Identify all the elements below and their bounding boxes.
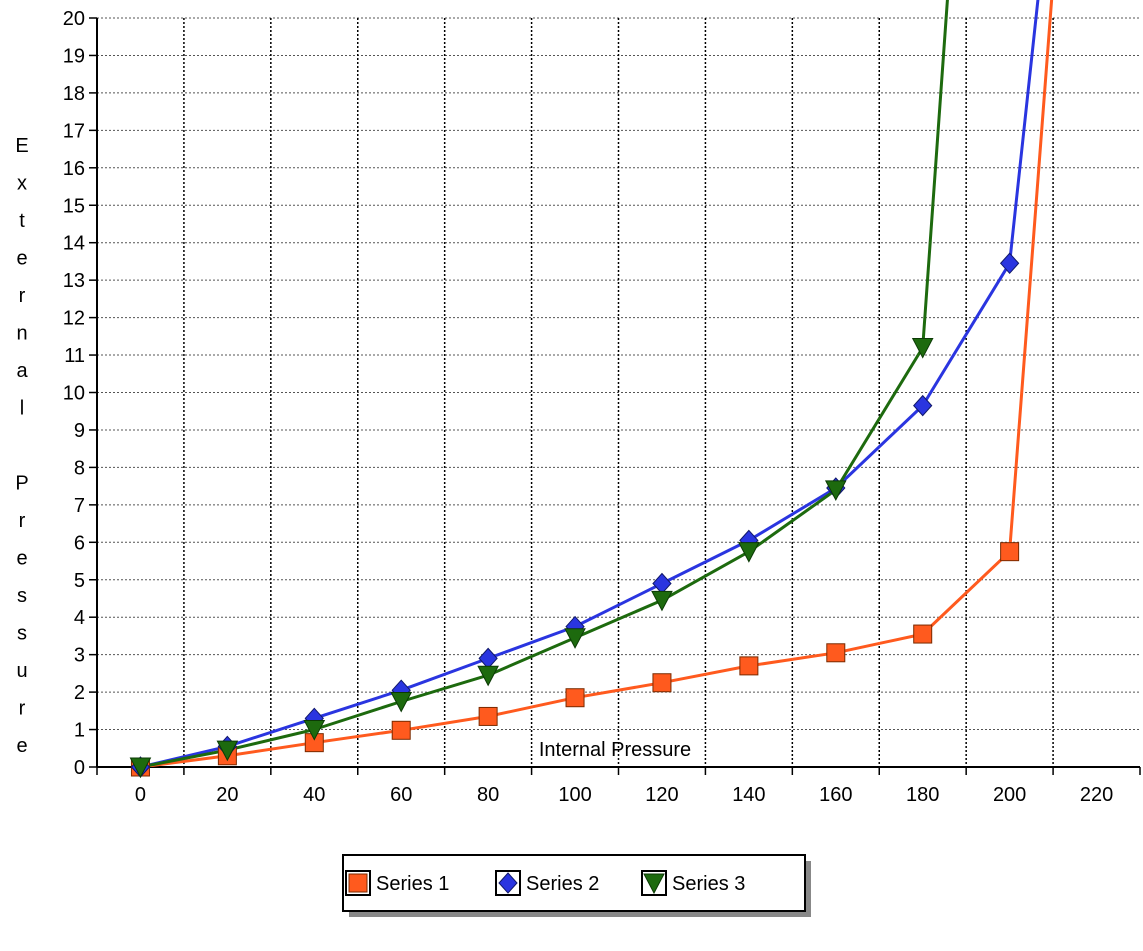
- series-3-legend-label: Series 3: [672, 873, 745, 895]
- y-tick-label: 18: [63, 83, 85, 105]
- series-2-point: [652, 572, 672, 595]
- series-3-point: [824, 480, 847, 501]
- x-tick-label: 140: [732, 784, 765, 806]
- series-markers: [129, 252, 1020, 779]
- series-1-point: [652, 673, 672, 693]
- grid: [97, 17, 1140, 767]
- series-3-point: [651, 590, 673, 612]
- y-tick-label: 20: [63, 8, 85, 30]
- series-2-point: [999, 252, 1020, 275]
- series-1-point: [1000, 542, 1020, 562]
- x-tick-label: 220: [1080, 784, 1113, 806]
- x-tick-label: 200: [993, 784, 1026, 806]
- series-2-legend-label: Series 2: [526, 873, 599, 895]
- x-tick-label: 60: [390, 784, 412, 806]
- series-1-point: [826, 643, 846, 663]
- series-1-line: [140, 0, 1054, 767]
- y-tick-label: 7: [74, 495, 85, 517]
- x-tick-label: 40: [303, 784, 325, 806]
- legend-box: [342, 854, 806, 912]
- y-tick-label: 0: [74, 757, 85, 779]
- series-2-line: [140, 0, 1040, 767]
- series-1-legend-marker: [348, 873, 368, 893]
- y-tick-label: 1: [74, 720, 85, 742]
- y-tick-label: 2: [74, 682, 85, 704]
- series-3-point: [129, 757, 152, 779]
- series-1-point: [478, 706, 498, 726]
- x-axis-title: Internal Pressure: [539, 739, 691, 761]
- series-3-point: [738, 542, 760, 563]
- x-tick-label: 160: [819, 784, 852, 806]
- y-tick-label: 13: [63, 270, 85, 292]
- y-tick-label: 8: [74, 457, 85, 479]
- series-3-point: [303, 720, 326, 741]
- series-3-point: [911, 338, 934, 359]
- y-tick-label: 19: [63, 45, 85, 67]
- y-tick-label: 5: [74, 570, 85, 592]
- series-3-point: [390, 691, 413, 713]
- x-tick-label: 80: [477, 784, 499, 806]
- series-1-point: [739, 656, 759, 676]
- series-3-legend-marker: [643, 873, 665, 895]
- series-1-point: [913, 624, 933, 644]
- x-tick-label: 0: [135, 784, 146, 806]
- series-lines: [140, 0, 1054, 767]
- y-tick-label: 4: [74, 607, 85, 629]
- y-tick-label: 10: [63, 383, 85, 405]
- series-2-legend-marker: [498, 872, 518, 894]
- series-1-point: [391, 720, 411, 740]
- x-tick-label: 100: [558, 784, 591, 806]
- series-3-point: [564, 628, 586, 649]
- series-2-point: [913, 394, 933, 417]
- legend: Series 1 Series 2 Series 3: [342, 854, 811, 917]
- y-tick-label: 17: [63, 120, 85, 142]
- y-tick-label: 16: [63, 158, 85, 180]
- x-tick-label: 120: [645, 784, 678, 806]
- y-tick-label: 12: [63, 308, 85, 330]
- y-tick-label: 6: [74, 532, 85, 554]
- x-tick-label: 180: [906, 784, 939, 806]
- y-tick-label: 11: [64, 345, 85, 367]
- series-3-point: [216, 740, 239, 762]
- y-tick-label: 9: [74, 420, 85, 442]
- series-1-legend-label: Series 1: [376, 873, 449, 895]
- y-tick-label: 3: [74, 645, 85, 667]
- series-1-point: [565, 688, 585, 708]
- series-2-point: [478, 647, 498, 670]
- y-tick-label: 15: [63, 195, 85, 217]
- y-tick-label: 14: [63, 233, 85, 255]
- series-3-point: [477, 665, 499, 687]
- x-tick-label: 20: [216, 784, 238, 806]
